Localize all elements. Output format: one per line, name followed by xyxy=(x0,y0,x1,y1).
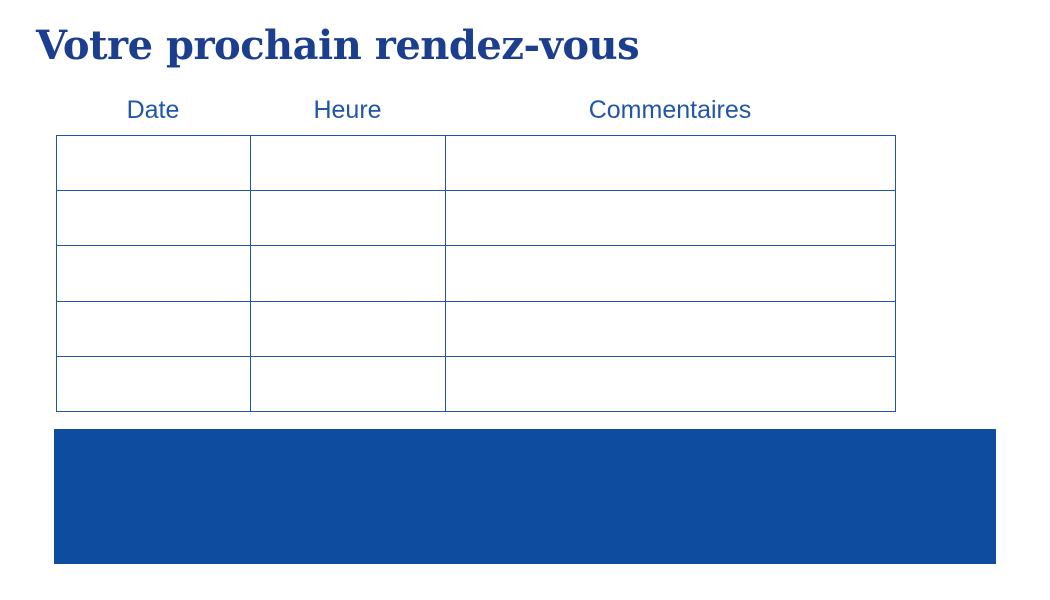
table-row xyxy=(56,134,896,192)
table-cell[interactable] xyxy=(56,134,251,192)
table-row xyxy=(56,190,896,247)
bottom-banner xyxy=(54,429,996,564)
table-cell[interactable] xyxy=(56,355,251,412)
table-cell[interactable] xyxy=(445,300,896,357)
column-header-date: Date xyxy=(126,96,180,124)
table-cell[interactable] xyxy=(445,245,896,302)
table-cell[interactable] xyxy=(250,300,446,357)
page-title: Votre prochain rendez-vous xyxy=(36,22,640,69)
table-cell[interactable] xyxy=(250,355,446,412)
table-row xyxy=(56,245,896,302)
table-cell[interactable] xyxy=(445,134,896,192)
table-cell[interactable] xyxy=(56,190,251,247)
table-row xyxy=(56,300,896,357)
appointments-table-body xyxy=(56,134,896,412)
table-cell[interactable] xyxy=(250,245,446,302)
appointments-table xyxy=(56,134,896,412)
table-cell[interactable] xyxy=(56,245,251,302)
table-column-headers: Date Heure Commentaires xyxy=(56,94,895,126)
table-cell[interactable] xyxy=(445,190,896,247)
column-header-commentaires: Commentaires xyxy=(588,96,752,124)
table-cell[interactable] xyxy=(56,300,251,357)
table-row xyxy=(56,355,896,412)
table-cell[interactable] xyxy=(445,355,896,412)
table-cell[interactable] xyxy=(250,134,446,192)
column-header-heure: Heure xyxy=(313,96,382,124)
table-cell[interactable] xyxy=(250,190,446,247)
